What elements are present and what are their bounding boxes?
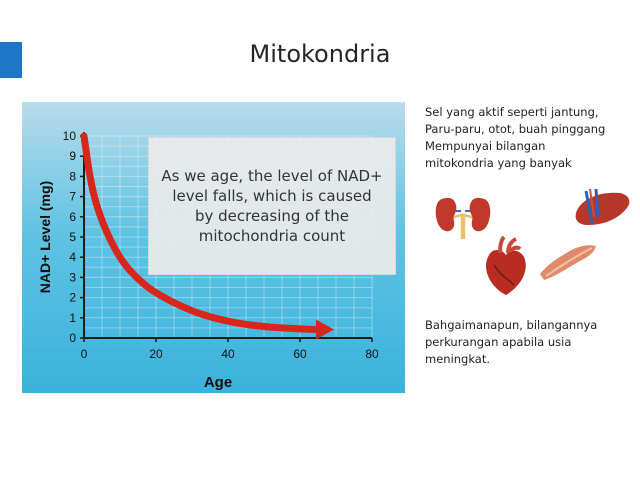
organs-description: Sel yang aktif seperti jantung, Paru-par…: [425, 105, 606, 170]
x-axis-label: Age: [204, 374, 232, 391]
liver-icon: [575, 188, 630, 225]
x-tick-label: 40: [221, 347, 235, 361]
y-tick-label: 2: [69, 291, 76, 305]
overlay-callout: As we age, the level of NAD+ level falls…: [148, 137, 396, 275]
heart-icon: [486, 235, 526, 295]
y-tick-label: 7: [69, 190, 76, 204]
nad-level-curve: [80, 132, 322, 334]
muscle-icon: [540, 245, 596, 280]
x-tick-label: 20: [149, 347, 163, 361]
y-tick-label: 10: [63, 129, 77, 143]
y-tick-label: 6: [69, 210, 76, 224]
slide-title: Mitokondria: [249, 40, 391, 68]
y-tick-label: 3: [69, 270, 76, 284]
y-tick-label: 0: [69, 331, 76, 345]
x-tick-label: 60: [293, 347, 307, 361]
decline-description: Bahgaimanapun, bilangannya perkurangan a…: [425, 318, 598, 366]
y-tick-label: 1: [69, 311, 76, 325]
y-tick-label: 5: [69, 230, 76, 244]
y-tick-label: 9: [69, 149, 76, 163]
kidney-icon: [435, 197, 491, 239]
y-tick-label: 4: [69, 250, 76, 264]
x-tick-label: 80: [365, 347, 379, 361]
accent-bar: [0, 42, 22, 78]
y-tick-label: 8: [69, 169, 76, 183]
y-axis-label: NAD+ Level (mg): [37, 181, 53, 293]
nad-level-arrowhead: [316, 319, 334, 340]
overlay-text: As we age, the level of NAD+ level falls…: [161, 167, 383, 245]
x-tick-label: 0: [81, 347, 88, 361]
